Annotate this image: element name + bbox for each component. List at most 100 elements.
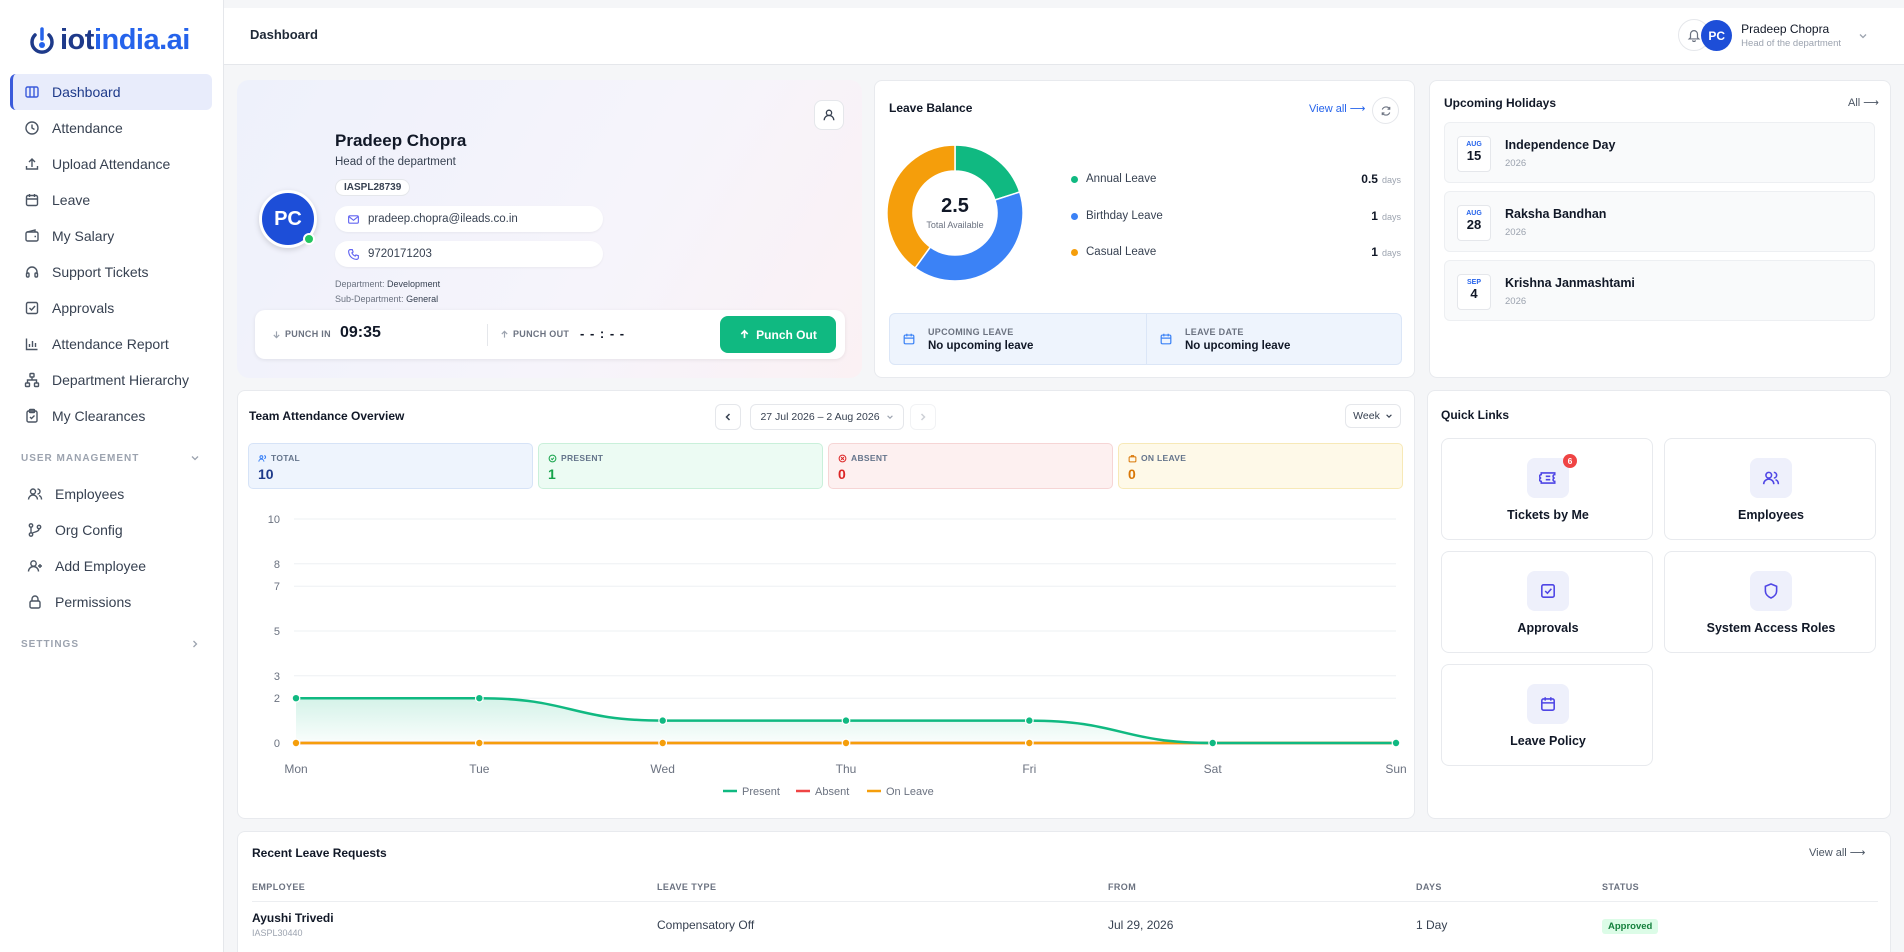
settings-section-toggle[interactable]: SETTINGS <box>10 626 212 662</box>
sidebar-item-add-employee[interactable]: Add Employee <box>10 548 212 584</box>
sidebar-item-attendance-report[interactable]: Attendance Report <box>10 326 212 362</box>
sidebar-item-label: Support Tickets <box>52 264 149 280</box>
sidebar-item-upload-attendance[interactable]: Upload Attendance <box>10 146 212 182</box>
upcoming-leave-value: No upcoming leave <box>928 339 1034 352</box>
sidebar-item-support-tickets[interactable]: Support Tickets <box>10 254 212 290</box>
check-circle-icon <box>548 454 557 462</box>
legend-dot <box>1071 248 1078 256</box>
punch-out-label: Punch Out <box>756 327 817 342</box>
sidebar-item-employees[interactable]: Employees <box>10 476 212 512</box>
holiday-item[interactable]: SEP 4 Krishna Janmashtami 2026 <box>1444 260 1875 321</box>
legend-label: Absent <box>815 786 849 798</box>
data-point-present <box>1391 738 1401 748</box>
punch-out-button[interactable]: Punch Out <box>720 316 836 353</box>
arrow-down-icon <box>273 331 280 339</box>
sidebar: iotindia.ai Dashboard Attendance Upload … <box>0 0 224 952</box>
data-point-on-leave <box>474 738 484 748</box>
quick-link-leave-policy[interactable]: Leave Policy <box>1441 664 1653 766</box>
y-tick-label: 8 <box>274 559 280 571</box>
quick-link-approvals[interactable]: Approvals <box>1441 551 1653 653</box>
quick-link-employees[interactable]: Employees <box>1664 438 1876 540</box>
quick-links-title: Quick Links <box>1441 408 1510 422</box>
holiday-year: 2026 <box>1505 227 1527 238</box>
leave-row-annual: Annual Leave 0.5 days <box>1071 171 1401 187</box>
user-management-section-toggle[interactable]: USER MANAGEMENT <box>10 440 212 476</box>
x-tick-label: Wed <box>650 762 674 776</box>
stat-absent: ABSENT 0 <box>828 443 1113 489</box>
stat-present: PRESENT 1 <box>538 443 823 489</box>
sidebar-item-label: Leave <box>52 192 91 208</box>
phone-field[interactable]: 9720171203 <box>335 241 603 267</box>
stat-value: 0 <box>838 466 846 482</box>
profile-button[interactable] <box>814 100 844 130</box>
period-select[interactable]: Week <box>1345 404 1401 428</box>
x-tick-label: Sat <box>1204 762 1223 776</box>
sidebar-item-org-config[interactable]: Org Config <box>10 512 212 548</box>
leave-days: 1 Day <box>1416 918 1448 932</box>
recent-leave-title: Recent Leave Requests <box>252 846 387 860</box>
upcoming-leave-label: UPCOMING LEAVE <box>928 326 1014 337</box>
user-menu[interactable]: PC Pradeep Chopra Head of the department <box>1701 20 1868 51</box>
next-week-button[interactable] <box>910 404 936 430</box>
prev-week-button[interactable] <box>715 404 741 430</box>
leave-amount: 1 days <box>1371 245 1401 259</box>
sidebar-item-leave[interactable]: Leave <box>10 182 212 218</box>
users-icon <box>1762 471 1780 485</box>
leave-view-all-link[interactable]: View all ⟶ <box>1309 103 1366 115</box>
holidays-all-link[interactable]: All ⟶ <box>1848 97 1880 109</box>
sidebar-item-department-hierarchy[interactable]: Department Hierarchy <box>10 362 212 398</box>
date-range-text: 27 Jul 2026 – 2 Aug 2026 <box>760 411 880 423</box>
chevron-down-icon <box>1859 33 1867 38</box>
legend-item-present[interactable]: Present <box>723 786 780 798</box>
sidebar-item-my-salary[interactable]: My Salary <box>10 218 212 254</box>
sidebar-item-label: Upload Attendance <box>52 156 171 172</box>
sidebar-item-attendance[interactable]: Attendance <box>10 110 212 146</box>
y-tick-label: 2 <box>274 693 280 705</box>
x-tick-label: Mon <box>284 762 307 776</box>
sidebar-item-my-clearances[interactable]: My Clearances <box>10 398 212 434</box>
git-branch-icon <box>28 523 42 537</box>
sidebar-item-label: Permissions <box>55 594 132 610</box>
arrow-up-icon <box>501 330 508 338</box>
data-point-on-leave <box>841 738 851 748</box>
status-badge: Approved <box>1602 919 1659 934</box>
leave-balance-card: Leave Balance View all ⟶ 2.5 Total Avail… <box>874 80 1415 378</box>
donut-center: 2.5 Total Available <box>909 195 1001 230</box>
online-status-dot <box>303 233 315 245</box>
email-field[interactable]: pradeep.chopra@ileads.co.in <box>335 206 603 232</box>
total-leave-value: 2.5 <box>941 195 969 217</box>
refresh-button[interactable] <box>1372 97 1399 124</box>
y-tick-label: 5 <box>274 626 280 638</box>
legend-item-on-leave[interactable]: On Leave <box>867 786 934 798</box>
sidebar-item-dashboard[interactable]: Dashboard <box>10 74 212 110</box>
holiday-item[interactable]: AUG 15 Independence Day 2026 <box>1444 122 1875 183</box>
leave-from: Jul 29, 2026 <box>1108 918 1174 932</box>
y-tick-label: 10 <box>268 514 280 526</box>
stat-total: TOTAL 10 <box>248 443 533 489</box>
legend-item-absent[interactable]: Absent <box>796 786 849 798</box>
stat-label-row: ON LEAVE <box>1128 453 1393 463</box>
data-point-on-leave <box>1024 738 1034 748</box>
brand-logo[interactable]: iotindia.ai <box>28 20 190 60</box>
stat-value: 10 <box>258 466 274 482</box>
date-range-picker[interactable]: 27 Jul 2026 – 2 Aug 2026 <box>750 404 904 430</box>
holiday-item[interactable]: AUG 28 Raksha Bandhan 2026 <box>1444 191 1875 252</box>
notification-badge: 6 <box>1563 454 1577 468</box>
quick-link-system-access-roles[interactable]: System Access Roles <box>1664 551 1876 653</box>
column-header: DAYS <box>1416 882 1442 892</box>
leave-name: Birthday Leave <box>1086 210 1163 222</box>
stat-label-row: ABSENT <box>838 453 1103 463</box>
sidebar-item-approvals[interactable]: Approvals <box>10 290 212 326</box>
recent-leave-view-all-link[interactable]: View all ⟶ <box>1809 847 1866 859</box>
calendar-icon <box>25 194 39 207</box>
leave-name: Casual Leave <box>1086 246 1157 258</box>
brand-name-part-1: iot <box>60 23 94 56</box>
foot-divider <box>1146 314 1147 364</box>
quick-link-tickets-by-me[interactable]: 6 Tickets by Me <box>1441 438 1653 540</box>
data-point-present <box>291 693 301 703</box>
sidebar-item-permissions[interactable]: Permissions <box>10 584 212 620</box>
sidebar-item-label: My Salary <box>52 228 115 244</box>
sidebar-item-label: Dashboard <box>52 84 121 100</box>
leave-date-label: LEAVE DATE <box>1185 326 1244 337</box>
leave-date-cell: LEAVE DATE No upcoming leave <box>1147 314 1403 364</box>
